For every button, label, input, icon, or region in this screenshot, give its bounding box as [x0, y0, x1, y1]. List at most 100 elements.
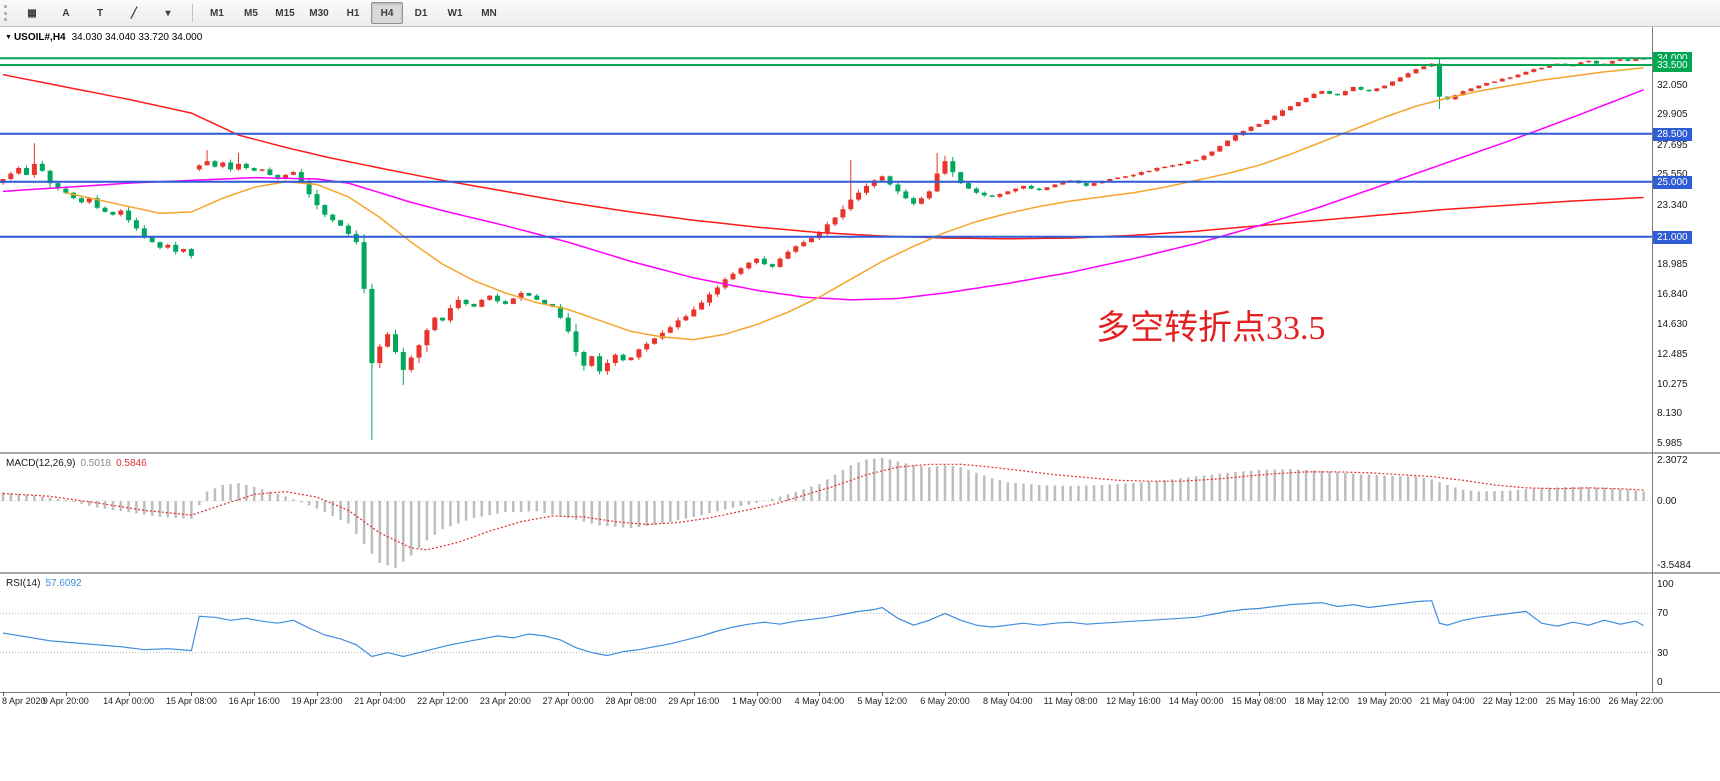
chart-grid-icon[interactable]: ▦ [27, 7, 37, 19]
time-tick [1573, 692, 1574, 696]
time-label: 26 May 22:00 [1608, 696, 1664, 706]
cursor-a-icon[interactable]: A [62, 7, 70, 19]
candle [322, 204, 328, 218]
candle [620, 353, 626, 362]
ohlc-values: 34.030 34.040 33.720 34.000 [71, 32, 203, 43]
candle [361, 234, 367, 294]
candle [652, 337, 657, 345]
candle [518, 290, 524, 301]
time-label: 4 May 04:00 [794, 696, 845, 706]
chart-annotation: 多空转折点33.5 [1096, 310, 1326, 347]
macd-label: MACD(12,26,9) 0.5018 0.5846 [6, 458, 152, 469]
candles-layer [0, 57, 1647, 440]
candle [31, 143, 37, 178]
candle [47, 169, 53, 188]
timeframe-M15[interactable]: M15 [275, 7, 295, 19]
candle [220, 161, 226, 169]
time-tick [756, 692, 758, 696]
price-scale-label: 32.050 [1657, 79, 1688, 91]
rsi-value: 57.6092 [45, 578, 82, 589]
rsi-canvas[interactable] [0, 574, 1652, 692]
candle [424, 328, 430, 353]
candle [1319, 90, 1325, 95]
symbol-dropdown-icon[interactable]: ▼ [5, 34, 12, 41]
candle [1209, 151, 1215, 157]
macd-signal-value: 0.5846 [116, 458, 147, 469]
candle [204, 150, 210, 166]
macd-canvas[interactable] [0, 454, 1652, 572]
candle [212, 160, 218, 168]
candle [597, 353, 603, 375]
candle [871, 178, 877, 189]
candle [400, 347, 406, 385]
time-axis[interactable]: 8 Apr 2020 9 Apr 20:00 14 Apr 00:00 15 Apr … [0, 692, 1720, 712]
candle [1264, 119, 1270, 125]
candle [1005, 190, 1011, 195]
candle [275, 174, 281, 181]
candle [1594, 60, 1599, 64]
shapes-dropdown-icon[interactable]: ▾ [165, 7, 171, 19]
candle [557, 304, 563, 319]
candle [24, 165, 29, 176]
candle [243, 162, 249, 170]
rsi-line [2, 600, 1644, 658]
time-label: 28 Apr 08:00 [605, 696, 657, 706]
candle [1146, 170, 1152, 173]
candle [628, 357, 634, 361]
price-badge-21.000: 21.000 [1653, 230, 1692, 244]
candle [157, 241, 163, 250]
candle [55, 181, 61, 191]
macd-scale-label: -3.5484 [1657, 560, 1691, 571]
macd-name: MACD(12,26,9) [6, 458, 76, 469]
candle [950, 157, 956, 177]
timeframe-MN[interactable]: MN [481, 7, 497, 19]
candle [338, 219, 344, 226]
timeframe-toolbar: M1 M5 M15 M30 H1 H4 D1 W1 MN [200, 2, 506, 24]
time-label: 11 May 08:00 [1043, 696, 1098, 706]
toolbar-drag-handle[interactable] [4, 5, 10, 21]
timeframe-W1[interactable]: W1 [447, 7, 463, 19]
candle [934, 152, 940, 193]
timeframe-D1[interactable]: D1 [414, 7, 428, 19]
candle [267, 167, 273, 176]
candle [526, 292, 532, 296]
price-chart-canvas[interactable] [0, 27, 1652, 452]
rsi-scale-label: 70 [1657, 608, 1669, 620]
candle [1233, 133, 1238, 142]
timeframe-H1[interactable]: H1 [346, 7, 360, 19]
timeframe-M1[interactable]: M1 [210, 7, 224, 19]
candle [1342, 90, 1348, 96]
candle [1523, 71, 1529, 75]
price-scale-border [1652, 27, 1653, 692]
candle [761, 256, 767, 266]
candle [440, 317, 446, 322]
timeframe-M30[interactable]: M30 [309, 7, 329, 19]
time-label: 6 May 20:00 [920, 696, 970, 706]
candle [675, 317, 681, 330]
candle [1335, 93, 1340, 96]
time-label: 19 May 20:00 [1357, 696, 1412, 706]
time-tick [442, 692, 444, 696]
toolbar: ▦ A T ╱ ▾ M1 M5 M15 M30 H1 H4 D1 W1 MN [0, 0, 1720, 27]
candle [447, 304, 453, 323]
rsi-scale-label: 0 [1657, 677, 1663, 688]
price-badge-28.500: 28.500 [1653, 127, 1692, 141]
rsi-scale-label: 100 [1657, 579, 1674, 590]
candle [1405, 72, 1411, 78]
macd-scale-label: 0.00 [1657, 495, 1677, 507]
time-tick [1384, 692, 1386, 696]
candle [1366, 89, 1372, 92]
time-label: 12 May 16:00 [1106, 696, 1161, 706]
candle [345, 223, 351, 236]
candle [1468, 88, 1474, 92]
trendline-tool-icon[interactable]: ╱ [130, 7, 138, 19]
text-tool-icon[interactable]: T [96, 7, 104, 19]
timeframe-M5[interactable]: M5 [244, 7, 258, 19]
timeframe-H4[interactable]: H4 [371, 2, 403, 24]
panel-splitter-rsi[interactable] [0, 572, 1720, 574]
candle [581, 350, 587, 371]
candle [173, 241, 179, 255]
panel-splitter-macd[interactable] [0, 452, 1720, 454]
price-scale-label: 10.275 [1657, 378, 1688, 390]
candle [236, 152, 241, 171]
